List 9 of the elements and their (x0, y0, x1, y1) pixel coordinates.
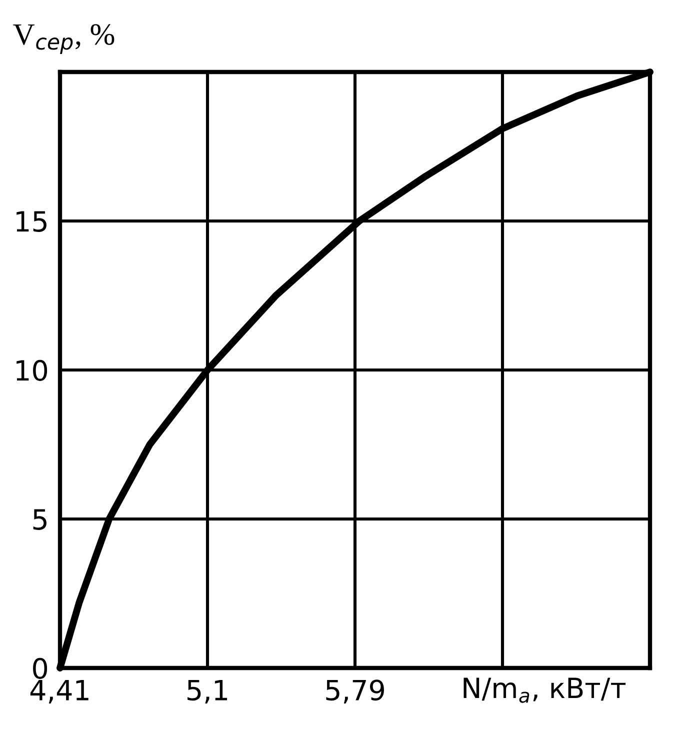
x-tick-label: 4,41 (30, 680, 88, 704)
y-tick-label: 0 (33, 658, 48, 679)
y-axis-title: V$_{сер}$, % (13, 24, 114, 54)
y-tick-label: 15 (16, 211, 46, 232)
x-axis-title: N/m$_{a}$, кВт/т (464, 678, 626, 703)
x-tick-label: 5,79 (326, 680, 384, 704)
x-tick-label: 5,1 (188, 680, 228, 704)
y-tick-label: 10 (16, 360, 48, 381)
y-tick-label: 5 (33, 509, 46, 530)
